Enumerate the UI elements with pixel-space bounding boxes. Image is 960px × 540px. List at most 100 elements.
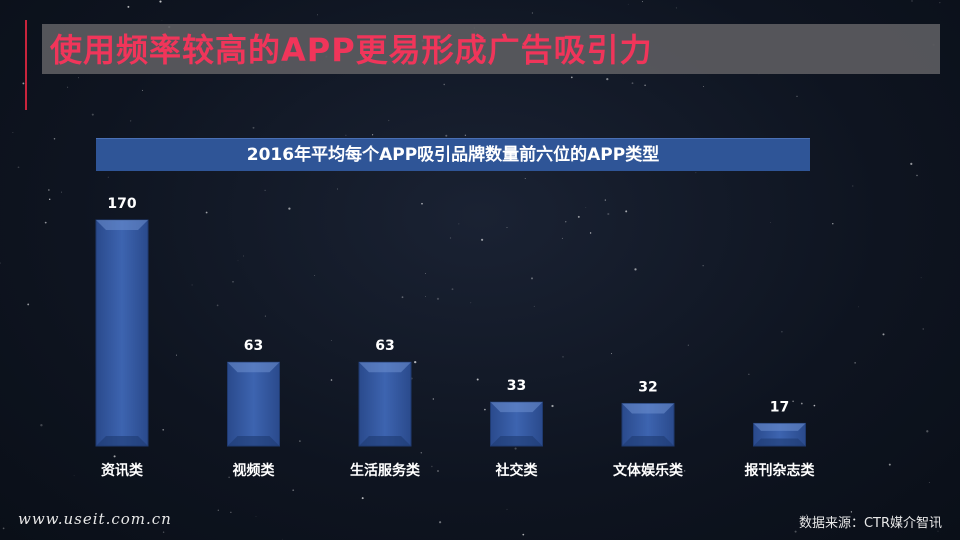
- star: [48, 198, 51, 201]
- category-label: 视频类: [233, 462, 276, 479]
- star: [684, 470, 686, 472]
- star: [451, 288, 454, 291]
- star: [458, 223, 460, 225]
- bar-bevel: [753, 423, 806, 431]
- star: [414, 360, 417, 364]
- star: [922, 328, 924, 330]
- bar-bevel: [359, 362, 411, 373]
- star: [12, 132, 14, 133]
- star: [476, 378, 479, 381]
- star: [641, 1, 643, 3]
- star: [531, 277, 533, 280]
- star: [425, 273, 426, 274]
- bar-group: 32 文体娱乐类: [613, 379, 684, 479]
- bar-bevel: [622, 436, 674, 446]
- star: [317, 14, 318, 16]
- star: [939, 2, 941, 4]
- star: [854, 362, 856, 364]
- star: [425, 296, 426, 298]
- star: [794, 530, 797, 533]
- star: [17, 166, 20, 169]
- website-url: www.useit.com.cn: [18, 510, 172, 528]
- star: [644, 84, 646, 87]
- star: [565, 221, 567, 223]
- data-label: 63: [244, 338, 263, 354]
- star: [630, 471, 632, 473]
- star: [813, 404, 816, 407]
- star: [703, 86, 704, 87]
- star: [230, 511, 232, 513]
- star: [73, 475, 75, 477]
- star: [129, 120, 132, 122]
- star: [175, 354, 178, 356]
- bar-group: 63 视频类: [227, 338, 280, 479]
- star: [604, 199, 606, 201]
- star: [361, 497, 364, 500]
- star: [481, 238, 484, 241]
- star: [506, 227, 508, 229]
- star: [551, 404, 554, 408]
- category-label: 社交类: [495, 462, 539, 479]
- star: [928, 481, 930, 484]
- star: [2, 527, 5, 530]
- star: [687, 344, 689, 346]
- star: [44, 221, 47, 224]
- star: [562, 356, 564, 358]
- star: [330, 340, 332, 341]
- star: [191, 284, 193, 286]
- star: [299, 440, 301, 442]
- bar: [95, 219, 149, 447]
- star: [606, 77, 609, 81]
- star: [22, 82, 25, 85]
- star: [524, 177, 526, 179]
- star: [77, 77, 79, 79]
- star: [439, 521, 442, 524]
- star: [561, 237, 563, 239]
- star: [781, 330, 783, 333]
- bar-group: 33 社交类: [490, 378, 543, 479]
- data-label: 33: [507, 378, 526, 394]
- star: [577, 215, 580, 218]
- star: [611, 353, 612, 355]
- bar-bevel: [227, 362, 280, 373]
- star: [514, 447, 517, 450]
- star: [252, 126, 255, 129]
- data-source: 数据来源：CTR媒介智讯: [798, 516, 942, 531]
- star: [926, 430, 929, 433]
- star: [255, 516, 257, 517]
- star: [533, 305, 535, 307]
- star: [432, 398, 434, 400]
- star: [232, 280, 234, 283]
- star: [449, 237, 452, 239]
- star: [570, 76, 573, 79]
- category-label: 报刊杂志类: [745, 462, 816, 479]
- star: [388, 119, 390, 122]
- data-label: 170: [107, 196, 136, 212]
- star: [792, 400, 794, 403]
- bar-group: 63 生活服务类: [350, 338, 421, 479]
- star: [162, 428, 165, 431]
- star: [113, 455, 116, 458]
- star: [858, 306, 859, 308]
- star: [161, 19, 163, 21]
- category-label: 生活服务类: [350, 462, 421, 479]
- star: [431, 465, 433, 468]
- star: [675, 7, 677, 9]
- star: [372, 134, 374, 136]
- star: [911, 0, 913, 2]
- star: [627, 3, 629, 5]
- star: [421, 202, 423, 205]
- accent-line: [25, 20, 27, 110]
- star: [330, 379, 333, 381]
- star: [205, 211, 208, 214]
- category-label: 文体娱乐类: [613, 462, 684, 479]
- star: [832, 223, 834, 225]
- bar-bevel: [490, 402, 543, 413]
- star: [228, 476, 230, 479]
- star: [888, 463, 891, 466]
- star: [770, 222, 771, 223]
- star: [314, 275, 316, 276]
- star: [850, 511, 853, 513]
- star: [216, 304, 219, 307]
